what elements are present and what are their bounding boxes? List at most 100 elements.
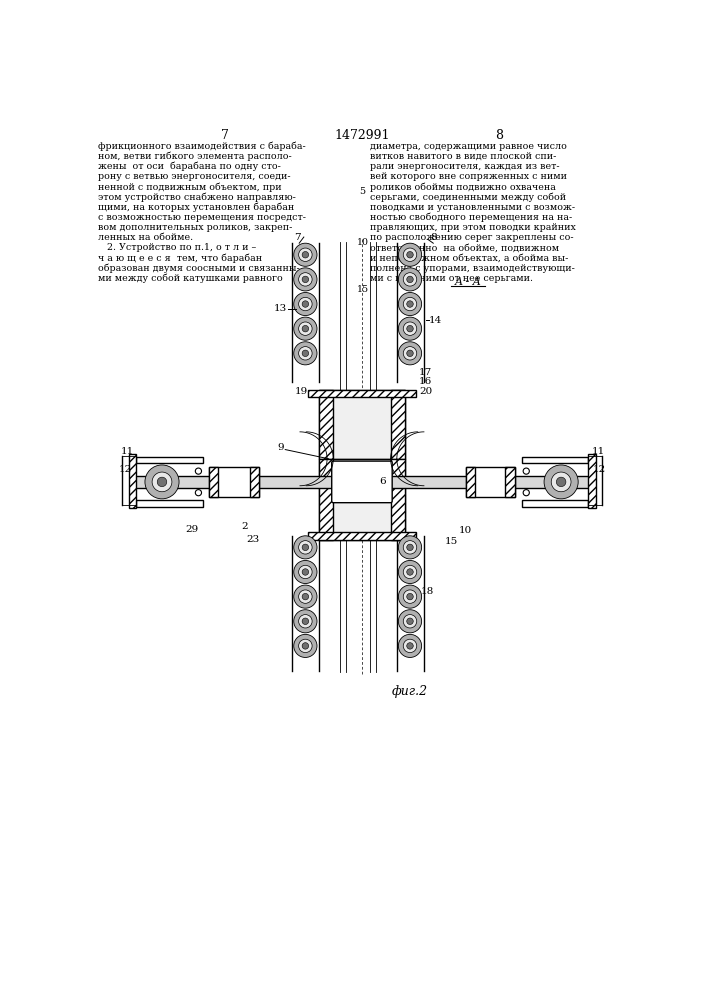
Bar (466, 466, 515, 497)
Circle shape (293, 634, 317, 657)
Circle shape (302, 276, 309, 283)
Circle shape (407, 350, 414, 357)
Circle shape (195, 468, 201, 474)
Circle shape (403, 273, 416, 286)
Bar (588, 454, 596, 508)
Circle shape (298, 248, 312, 261)
Text: 12: 12 (593, 465, 607, 474)
Text: A - A: A - A (455, 277, 481, 287)
Circle shape (293, 268, 317, 291)
Circle shape (302, 643, 309, 649)
Text: 18: 18 (421, 587, 434, 596)
Text: ми между собой катушками равного: ми между собой катушками равного (98, 274, 282, 283)
Circle shape (145, 465, 179, 499)
Circle shape (293, 292, 317, 316)
Circle shape (302, 301, 309, 307)
Circle shape (523, 490, 530, 496)
Circle shape (407, 643, 414, 649)
Bar (391, 459, 404, 540)
Circle shape (302, 593, 309, 600)
Bar (522, 500, 588, 507)
Text: ответственно  на обойме, подвижном: ответственно на обойме, подвижном (370, 243, 559, 252)
Text: 11: 11 (120, 447, 134, 456)
Text: 12: 12 (119, 465, 132, 474)
Text: 19: 19 (295, 387, 308, 396)
Text: рали энергоносителя, каждая из вет-: рали энергоносителя, каждая из вет- (370, 162, 559, 171)
Text: правляющих, при этом поводки крайних: правляющих, при этом поводки крайних (370, 223, 575, 232)
Circle shape (398, 634, 421, 657)
Bar (308, 532, 416, 540)
Text: ностью свободного перемещения на на-: ностью свободного перемещения на на- (370, 213, 572, 222)
Circle shape (298, 615, 312, 628)
Text: ном, ветви гибкого элемента располо-: ном, ветви гибкого элемента располо- (98, 152, 291, 161)
Circle shape (293, 342, 317, 365)
Circle shape (302, 350, 309, 357)
Text: серьгами, соединенными между собой: серьгами, соединенными между собой (370, 192, 566, 202)
Text: роликов обоймы подвижно охвачена: роликов обоймы подвижно охвачена (370, 182, 556, 192)
Circle shape (398, 585, 421, 608)
Bar (466, 466, 475, 497)
Circle shape (407, 544, 414, 551)
Text: образован двумя соосными и связанны-: образован двумя соосными и связанны- (98, 264, 300, 273)
Text: 11: 11 (592, 447, 605, 456)
Text: вей которого вне сопряженных с ними: вей которого вне сопряженных с ними (370, 172, 567, 181)
Bar (308, 389, 416, 397)
Text: ненной с подвижным объектом, при: ненной с подвижным объектом, при (98, 182, 281, 192)
Text: 8: 8 (430, 233, 436, 242)
Text: фрикционного взаимодействия с бараба-: фрикционного взаимодействия с бараба- (98, 142, 305, 151)
Circle shape (398, 243, 421, 266)
Circle shape (403, 639, 416, 653)
Text: 17: 17 (419, 368, 432, 377)
Text: 10: 10 (459, 526, 472, 535)
Circle shape (293, 317, 317, 340)
Circle shape (298, 541, 312, 554)
Circle shape (407, 301, 414, 307)
Circle shape (298, 347, 312, 360)
Circle shape (293, 536, 317, 559)
Circle shape (298, 590, 312, 603)
Bar (129, 454, 136, 508)
Text: 10: 10 (357, 238, 369, 247)
FancyBboxPatch shape (332, 461, 392, 503)
Circle shape (302, 325, 309, 332)
Text: вом дополнительных роликов, закреп-: вом дополнительных роликов, закреп- (98, 223, 292, 232)
Text: 14: 14 (429, 316, 442, 325)
Circle shape (398, 610, 421, 633)
Text: 5: 5 (360, 187, 366, 196)
Circle shape (195, 490, 201, 496)
Circle shape (398, 342, 421, 365)
Circle shape (398, 536, 421, 559)
Circle shape (407, 252, 414, 258)
Circle shape (298, 565, 312, 579)
Circle shape (298, 297, 312, 311)
Circle shape (403, 347, 416, 360)
Text: 9: 9 (277, 443, 284, 452)
Text: диаметра, содержащими равное число: диаметра, содержащими равное число (370, 142, 566, 151)
Bar (522, 457, 588, 463)
Text: поводками и установленными с возмож-: поводками и установленными с возмож- (370, 203, 575, 212)
Text: щими, на которых установлен барабан: щими, на которых установлен барабан (98, 203, 294, 212)
Bar (136, 457, 203, 463)
Circle shape (403, 248, 416, 261)
Circle shape (556, 477, 566, 487)
Circle shape (293, 560, 317, 584)
Text: 20: 20 (419, 387, 432, 396)
Text: полнена с упорами, взаимодействующи-: полнена с упорами, взаимодействующи- (370, 264, 575, 273)
Circle shape (298, 273, 312, 286)
Circle shape (403, 565, 416, 579)
Circle shape (293, 610, 317, 633)
Text: ленных на обойме.: ленных на обойме. (98, 233, 193, 242)
Circle shape (407, 325, 414, 332)
Text: витков навитого в виде плоской спи-: витков навитого в виде плоской спи- (370, 152, 556, 161)
Text: 8: 8 (495, 129, 503, 142)
Circle shape (523, 468, 530, 474)
Text: 15: 15 (356, 285, 369, 294)
Circle shape (407, 569, 414, 575)
Text: 23: 23 (246, 535, 259, 544)
Text: 16: 16 (419, 377, 432, 386)
Text: 6: 6 (380, 477, 386, 486)
Circle shape (398, 317, 421, 340)
Circle shape (551, 472, 571, 492)
Text: 15: 15 (445, 537, 457, 546)
Text: жены  от оси  барабана по одну сто-: жены от оси барабана по одну сто- (98, 162, 281, 171)
